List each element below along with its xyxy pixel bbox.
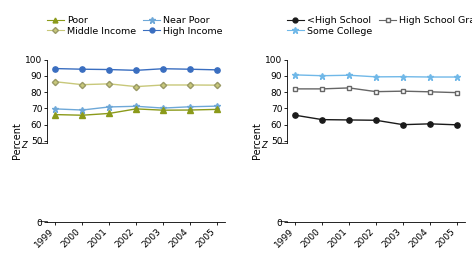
Text: Z: Z [21, 141, 27, 150]
Y-axis label: Percent: Percent [252, 122, 262, 159]
Legend: <High School, Some College, High School Grad: <High School, Some College, High School … [283, 12, 472, 39]
Y-axis label: Percent: Percent [12, 122, 22, 159]
Bar [287, 144, 465, 221]
Bar [47, 144, 225, 221]
Legend: Poor, Middle Income, Near Poor, High Income: Poor, Middle Income, Near Poor, High Inc… [43, 12, 227, 39]
Text: Z: Z [261, 141, 267, 150]
